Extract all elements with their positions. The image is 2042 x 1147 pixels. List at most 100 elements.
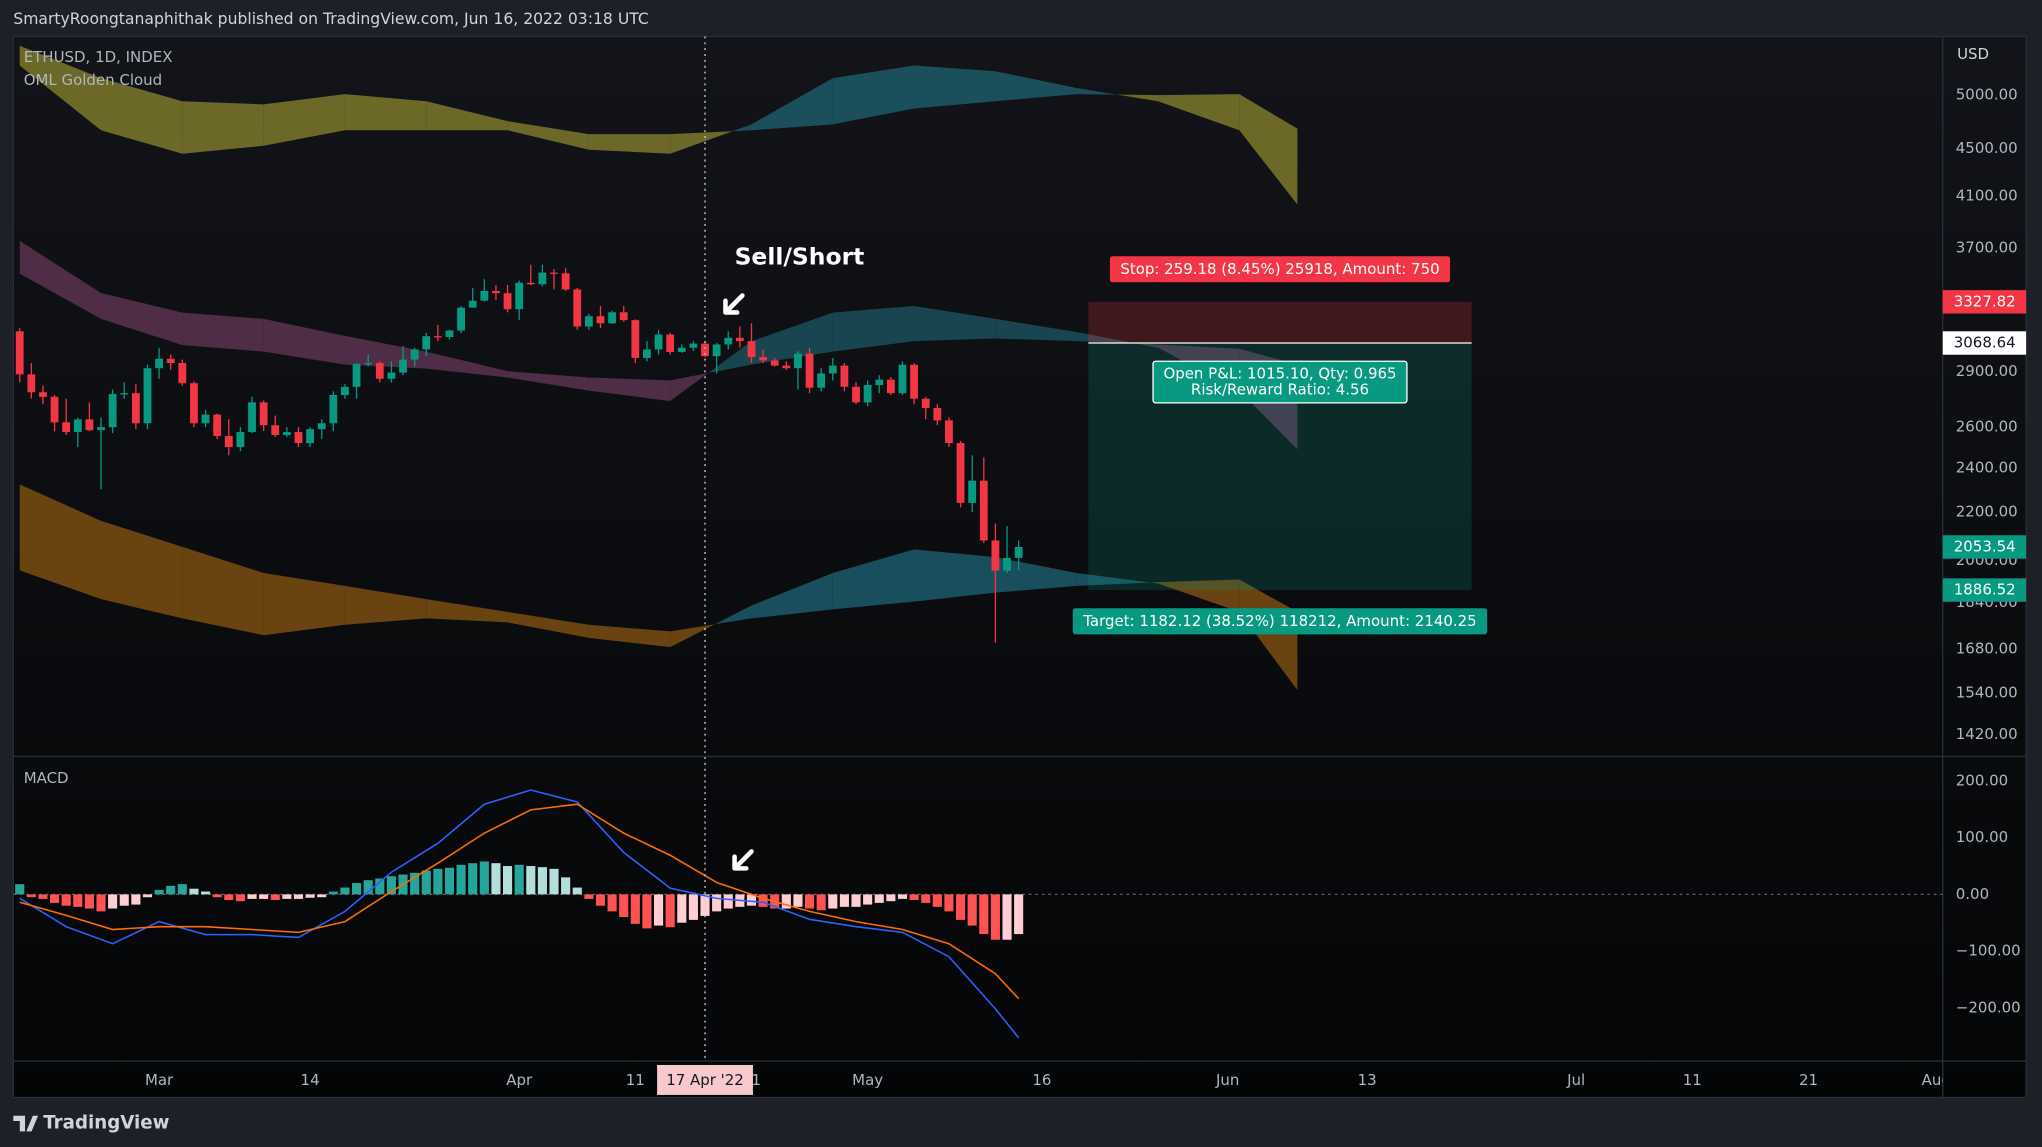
candle-body — [329, 394, 338, 424]
histogram-bar — [863, 894, 873, 905]
candle-body — [1003, 557, 1011, 571]
histogram-bar — [386, 876, 396, 895]
cloud-segment — [101, 520, 183, 619]
cloud-segment — [263, 572, 345, 636]
histogram-bar — [235, 894, 245, 902]
cloud-segment — [714, 605, 752, 625]
candle-body — [596, 316, 605, 324]
histogram-bar — [73, 894, 83, 907]
y-tick-label: 2200.00 — [1956, 502, 2018, 520]
cloud-segment — [182, 312, 264, 352]
publish-info: SmartyRoongtanaphithak published on Trad… — [13, 10, 649, 28]
candle-body — [573, 289, 582, 327]
y-tick-label: 2400.00 — [1956, 458, 2018, 476]
candle-body — [852, 386, 860, 403]
y-tick-label: 100.00 — [1956, 828, 2008, 846]
candle-body — [701, 343, 709, 357]
candle-body — [85, 419, 94, 431]
cloud-segment — [832, 549, 915, 610]
candle-body — [480, 290, 489, 301]
candle-body — [550, 272, 558, 274]
cloud-segment — [263, 318, 345, 365]
cloud-segment — [263, 94, 345, 146]
histogram-bar — [839, 894, 849, 907]
histogram-bar — [293, 894, 304, 899]
x-tick-label: 21 — [1799, 1071, 1818, 1089]
histogram-bar — [921, 894, 931, 903]
histogram-bar — [212, 894, 222, 898]
x-tick-label: 11 — [626, 1071, 645, 1089]
candle-body — [120, 393, 129, 395]
histogram-bar — [665, 894, 675, 928]
histogram-bar — [595, 894, 606, 906]
price-label-box — [1942, 331, 2027, 355]
price-label-box — [1942, 290, 2027, 314]
histogram-bar — [154, 889, 164, 895]
cloud-segment — [426, 351, 508, 378]
histogram-bar — [642, 894, 652, 929]
histogram-bar — [224, 894, 234, 901]
y-tick-label: 1540.00 — [1956, 684, 2018, 702]
histogram-bar — [479, 861, 489, 895]
histogram-bar — [410, 872, 420, 895]
position-label: Open P&L: 1015.10, Qty: 0.965Risk/Reward… — [1152, 360, 1408, 404]
cloud-segment — [751, 572, 833, 619]
histogram-bar — [84, 894, 94, 909]
histogram-bar — [305, 894, 315, 898]
candle-body — [131, 393, 140, 424]
cloud-segment — [1239, 94, 1298, 205]
candle-body — [945, 420, 953, 444]
annotation: Sell/Short — [735, 242, 865, 270]
cloud-segment — [344, 585, 427, 625]
cloud-segment — [507, 371, 589, 391]
symbol-legend: ETHUSD, 1D, INDEX — [24, 48, 173, 66]
candle-body — [271, 425, 280, 436]
position-label: Target: 1182.12 (38.52%) 118212, Amount:… — [1072, 608, 1488, 635]
price-label: 2053.54 — [1954, 537, 2016, 555]
candle-body — [608, 312, 617, 324]
time-axis: Mar14Apr1121May16Jun13Jul1121Aug — [145, 1071, 1943, 1089]
histogram-bar — [270, 894, 280, 901]
histogram-bar — [874, 894, 884, 903]
candle-body — [631, 320, 640, 358]
cloud-segment — [1158, 94, 1240, 131]
cloud-segment — [995, 557, 1077, 593]
histogram-bar — [142, 894, 153, 898]
histogram-bar — [607, 894, 617, 912]
candle-body — [561, 273, 570, 290]
cloud-segment — [1076, 572, 1151, 586]
candle-body — [259, 402, 268, 426]
candle-body — [387, 372, 396, 379]
histogram-bar — [108, 894, 118, 909]
arrow — [723, 293, 745, 315]
logo-icon — [13, 1115, 39, 1132]
candle-body — [108, 394, 117, 428]
macd-line — [19, 803, 1020, 1000]
candle-body — [468, 300, 477, 308]
histogram-bar — [793, 894, 803, 907]
candle-body — [190, 383, 198, 424]
cloud-segment — [1158, 579, 1240, 612]
candle-body — [956, 443, 965, 503]
position-label: Stop: 259.18 (8.45%) 25918, Amount: 750 — [1109, 256, 1451, 283]
price-label: 1886.52 — [1954, 581, 2016, 599]
candle-body — [410, 349, 419, 360]
price-pane — [15, 45, 1472, 691]
x-tick-label: Apr — [506, 1071, 533, 1089]
histogram-bar — [688, 894, 698, 920]
cloud-segment — [832, 65, 915, 125]
histogram-bar — [956, 894, 966, 920]
histogram-bar — [758, 894, 768, 907]
candle-body — [643, 349, 651, 358]
indicator-legend: OML Golden Cloud — [24, 71, 162, 89]
crosshair-label: 17 Apr '22 — [666, 1071, 744, 1089]
x-tick-label: May — [852, 1071, 883, 1089]
histogram-bar — [177, 884, 187, 895]
candle-body — [805, 353, 814, 388]
cloud-segment — [182, 101, 264, 154]
candle-body — [224, 436, 233, 448]
candle-body — [724, 337, 733, 345]
price-label: 3068.64 — [1954, 334, 2016, 352]
cloud-segment — [995, 71, 1077, 102]
candle-body — [828, 365, 837, 374]
